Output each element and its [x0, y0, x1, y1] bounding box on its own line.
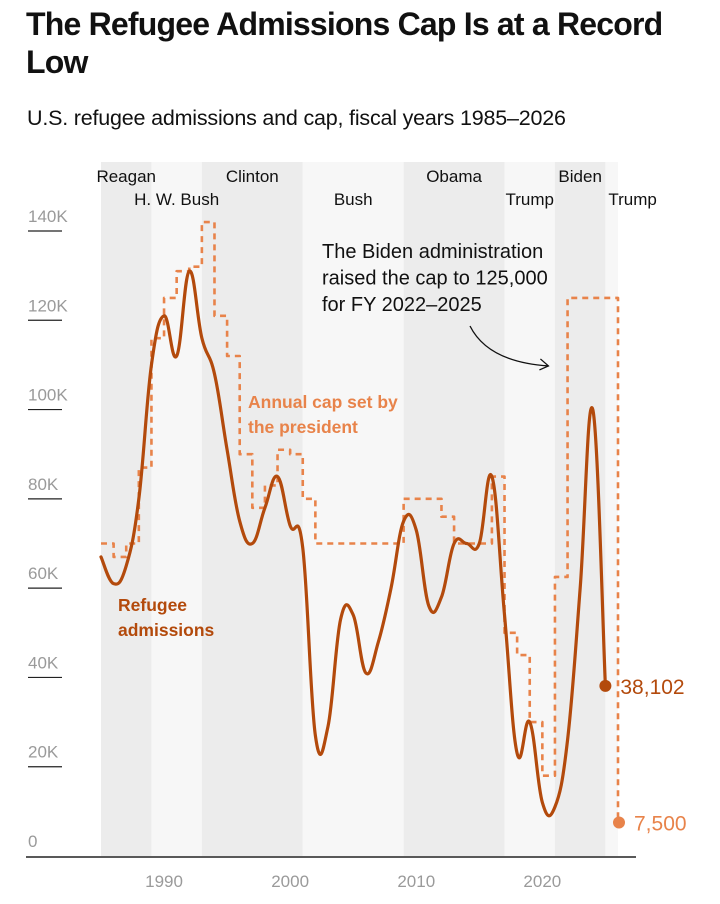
admissions-series-label: admissions	[118, 620, 215, 640]
x-axis: 1990 2000 2010 2020	[26, 856, 636, 891]
presidency-bands	[101, 162, 618, 856]
y-tick-label: 80K	[28, 475, 59, 494]
x-tick-label: 2020	[523, 872, 561, 891]
presidency-band	[605, 162, 618, 856]
y-axis: 0 20K 40K 60K 80K 100K 120K 140K	[28, 207, 68, 851]
cap-end-point	[613, 816, 625, 829]
series-labels: 38,102 7,500 Annual cap set by the presiden…	[118, 392, 687, 836]
cap-series-label: the president	[248, 417, 358, 437]
annotation: The Biden administration raised the cap t…	[322, 241, 550, 371]
chart-title: The Refugee Admissions Cap Is at a Recor…	[26, 6, 663, 80]
presidency-band	[554, 162, 606, 856]
presidency-label: Trump	[608, 190, 657, 209]
presidency-band	[302, 162, 404, 856]
x-tick-label: 2000	[271, 872, 309, 891]
cap-end-label: 7,500	[634, 813, 687, 836]
y-tick-label: 60K	[28, 564, 59, 583]
presidency-label: H. W. Bush	[134, 190, 219, 209]
y-tick-label: 100K	[28, 386, 68, 405]
y-tick-label: 40K	[28, 653, 59, 672]
presidency-label: Reagan	[96, 167, 156, 186]
annotation-arrowhead	[539, 358, 550, 371]
series-lines	[99, 220, 625, 829]
admissions-line	[99, 269, 607, 818]
cap-line	[101, 220, 620, 823]
presidency-label: Obama	[426, 167, 482, 186]
y-tick-label: 140K	[28, 207, 68, 226]
presidency-label: Bush	[334, 190, 373, 209]
presidency-label: Clinton	[226, 167, 279, 186]
annotation-text: for FY 2022–2025	[322, 294, 482, 316]
y-tick-label: 20K	[28, 743, 59, 762]
annotation-text: The Biden administration	[322, 241, 543, 263]
admissions-series-label: Refugee	[118, 595, 187, 615]
admissions-end-label: 38,102	[620, 676, 684, 699]
presidency-label: Trump	[505, 190, 554, 209]
annotation-arrow	[469, 325, 549, 367]
y-tick-label: 0	[28, 832, 37, 851]
x-tick-label: 2010	[397, 872, 435, 891]
presidency-band	[504, 162, 555, 856]
presidency-band	[101, 162, 152, 856]
chart-subtitle: U.S. refugee admissions and cap, fiscal …	[27, 106, 566, 130]
y-tick-label: 120K	[28, 296, 68, 315]
annotation-text: raised the cap to 125,000	[322, 268, 548, 290]
cap-series-label: Annual cap set by	[248, 392, 398, 412]
presidency-label: Biden	[558, 167, 601, 186]
x-tick-label: 1990	[145, 872, 183, 891]
admissions-end-point	[599, 679, 612, 692]
presidency-band	[403, 162, 505, 856]
